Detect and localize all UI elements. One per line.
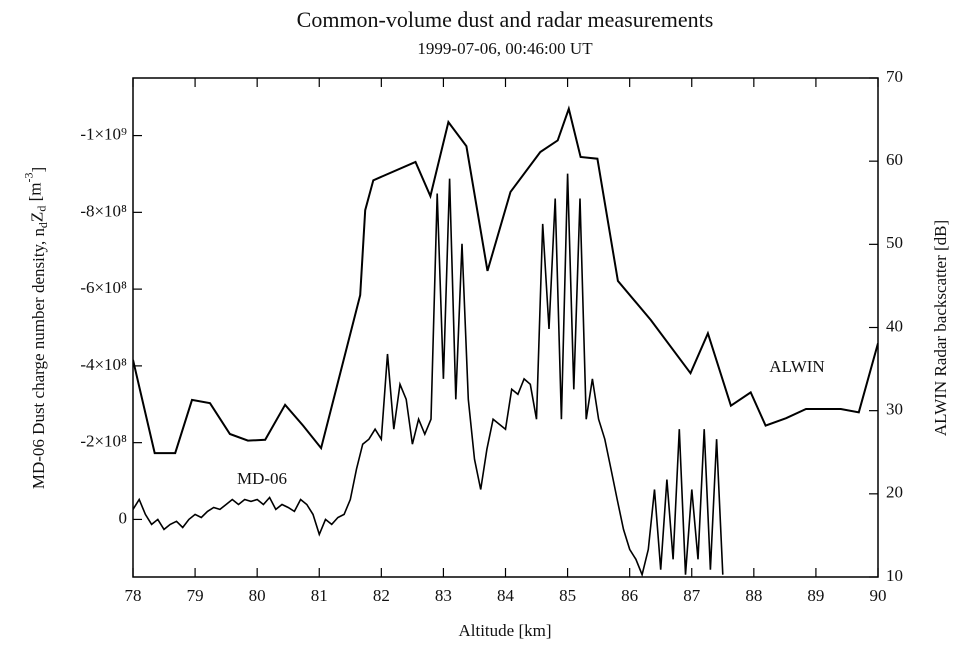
- y2-tick-label: 30: [886, 400, 903, 419]
- data-line: [133, 173, 724, 577]
- series-label: ALWIN: [769, 357, 824, 376]
- y-tick-label: -1×10⁹: [80, 124, 127, 143]
- y-tick-label: -6×10⁸: [80, 278, 127, 297]
- x-tick-label: 89: [807, 586, 824, 605]
- x-tick-label: 78: [125, 586, 142, 605]
- chart-subtitle: 1999-07-06, 00:46:00 UT: [417, 39, 593, 58]
- x-tick-label: 82: [373, 586, 390, 605]
- x-tick-label: 87: [683, 586, 701, 605]
- y-tick-label: -4×10⁸: [80, 355, 127, 374]
- y-axis-label-part: ]: [28, 167, 47, 173]
- y2-tick-label: 70: [886, 67, 903, 86]
- y-tick-label: 0: [119, 508, 128, 527]
- y-tick-label: -2×10⁸: [80, 432, 127, 451]
- x-tick-label: 79: [187, 586, 204, 605]
- y-tick-label: -8×10⁸: [80, 201, 127, 220]
- y2-tick-label: 50: [886, 233, 903, 252]
- y-axis-label-part: [m: [25, 183, 44, 206]
- y-axis-label-part: Z: [27, 212, 46, 222]
- x-axis-label: Altitude [km]: [458, 621, 551, 640]
- y2-tick-label: 40: [886, 316, 903, 335]
- x-tick-label: 80: [249, 586, 266, 605]
- x-tick-label: 88: [745, 586, 762, 605]
- y2-tick-label: 60: [886, 150, 903, 169]
- x-tick-label: 90: [870, 586, 887, 605]
- y-axis-label: MD-06 Dust charge number density, ndZd […: [21, 167, 50, 489]
- x-tick-label: 84: [497, 586, 515, 605]
- data-line: [133, 105, 878, 455]
- y-axis-label-part: d: [36, 222, 50, 228]
- y2-tick-label: 20: [886, 483, 903, 502]
- x-tick-label: 85: [559, 586, 576, 605]
- x-tick-label: 86: [621, 586, 638, 605]
- chart-title: Common-volume dust and radar measurement…: [297, 7, 714, 32]
- y-axis-label-part: -3: [21, 173, 35, 183]
- y-axis-label-part: d: [34, 206, 48, 212]
- y2-tick-label: 10: [886, 566, 903, 585]
- x-tick-label: 81: [311, 586, 328, 605]
- plot-frame: [132, 77, 879, 578]
- x-tick-label: 83: [435, 586, 452, 605]
- y2-axis-label: ALWIN Radar backscatter [dB]: [931, 220, 950, 436]
- series-label: MD-06: [237, 469, 287, 488]
- y-axis-label-part: MD-06 Dust charge number density, n: [29, 228, 48, 490]
